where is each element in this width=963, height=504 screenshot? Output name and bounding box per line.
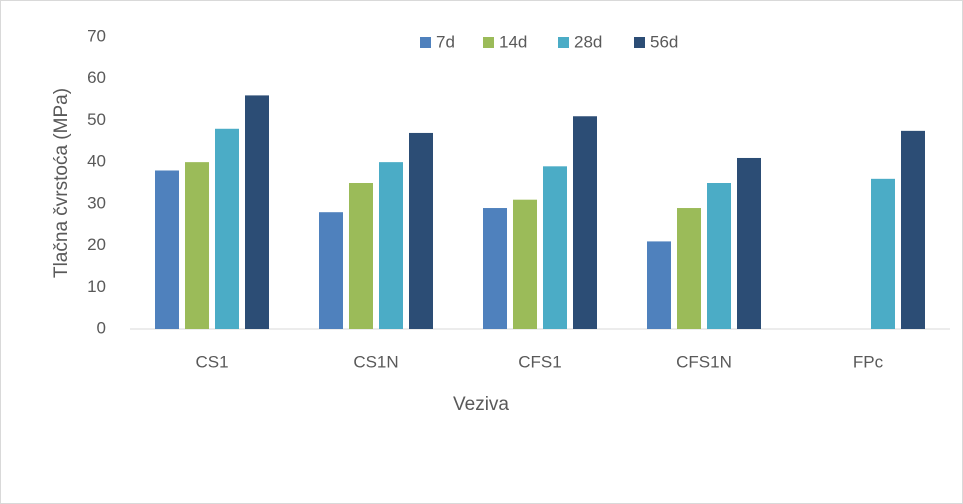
y-tick-label: 60 <box>87 68 106 87</box>
y-tick-label: 40 <box>87 152 106 171</box>
bar <box>319 212 343 329</box>
bar <box>215 128 239 329</box>
y-tick-label: 10 <box>87 277 106 296</box>
bar <box>409 132 433 329</box>
y-tick-label: 0 <box>97 318 106 337</box>
bar <box>871 178 895 329</box>
legend-swatch <box>420 37 431 48</box>
bar <box>647 241 671 329</box>
y-tick-label: 70 <box>87 26 106 45</box>
bar <box>901 130 925 329</box>
bar <box>707 183 731 329</box>
bar <box>155 170 179 329</box>
y-axis-title: Tlačna čvrstoća (MPa) <box>51 88 72 278</box>
x-tick-label: CFS1 <box>518 352 561 371</box>
x-tick-label: CS1 <box>195 352 228 371</box>
legend-label: 7d <box>436 32 455 51</box>
x-tick-label: FPc <box>853 352 884 371</box>
bar <box>677 208 701 329</box>
bar <box>483 208 507 329</box>
bar <box>379 162 403 329</box>
y-tick-label: 20 <box>87 235 106 254</box>
y-tick-label: 30 <box>87 193 106 212</box>
bar <box>543 166 567 329</box>
legend-swatch <box>483 37 494 48</box>
bar <box>245 95 269 330</box>
bar <box>185 162 209 329</box>
x-tick-label: CFS1N <box>676 352 732 371</box>
y-tick-label: 50 <box>87 110 106 129</box>
legend-swatch <box>558 37 569 48</box>
legend-label: 14d <box>499 32 527 51</box>
x-axis-title: Veziva <box>453 394 509 415</box>
legend-swatch <box>634 37 645 48</box>
bar <box>737 157 761 329</box>
x-tick-label: CS1N <box>353 352 398 371</box>
bar <box>349 183 373 329</box>
legend-label: 56d <box>650 32 678 51</box>
bar <box>573 116 597 329</box>
bar <box>513 199 537 329</box>
legend-label: 28d <box>574 32 602 51</box>
